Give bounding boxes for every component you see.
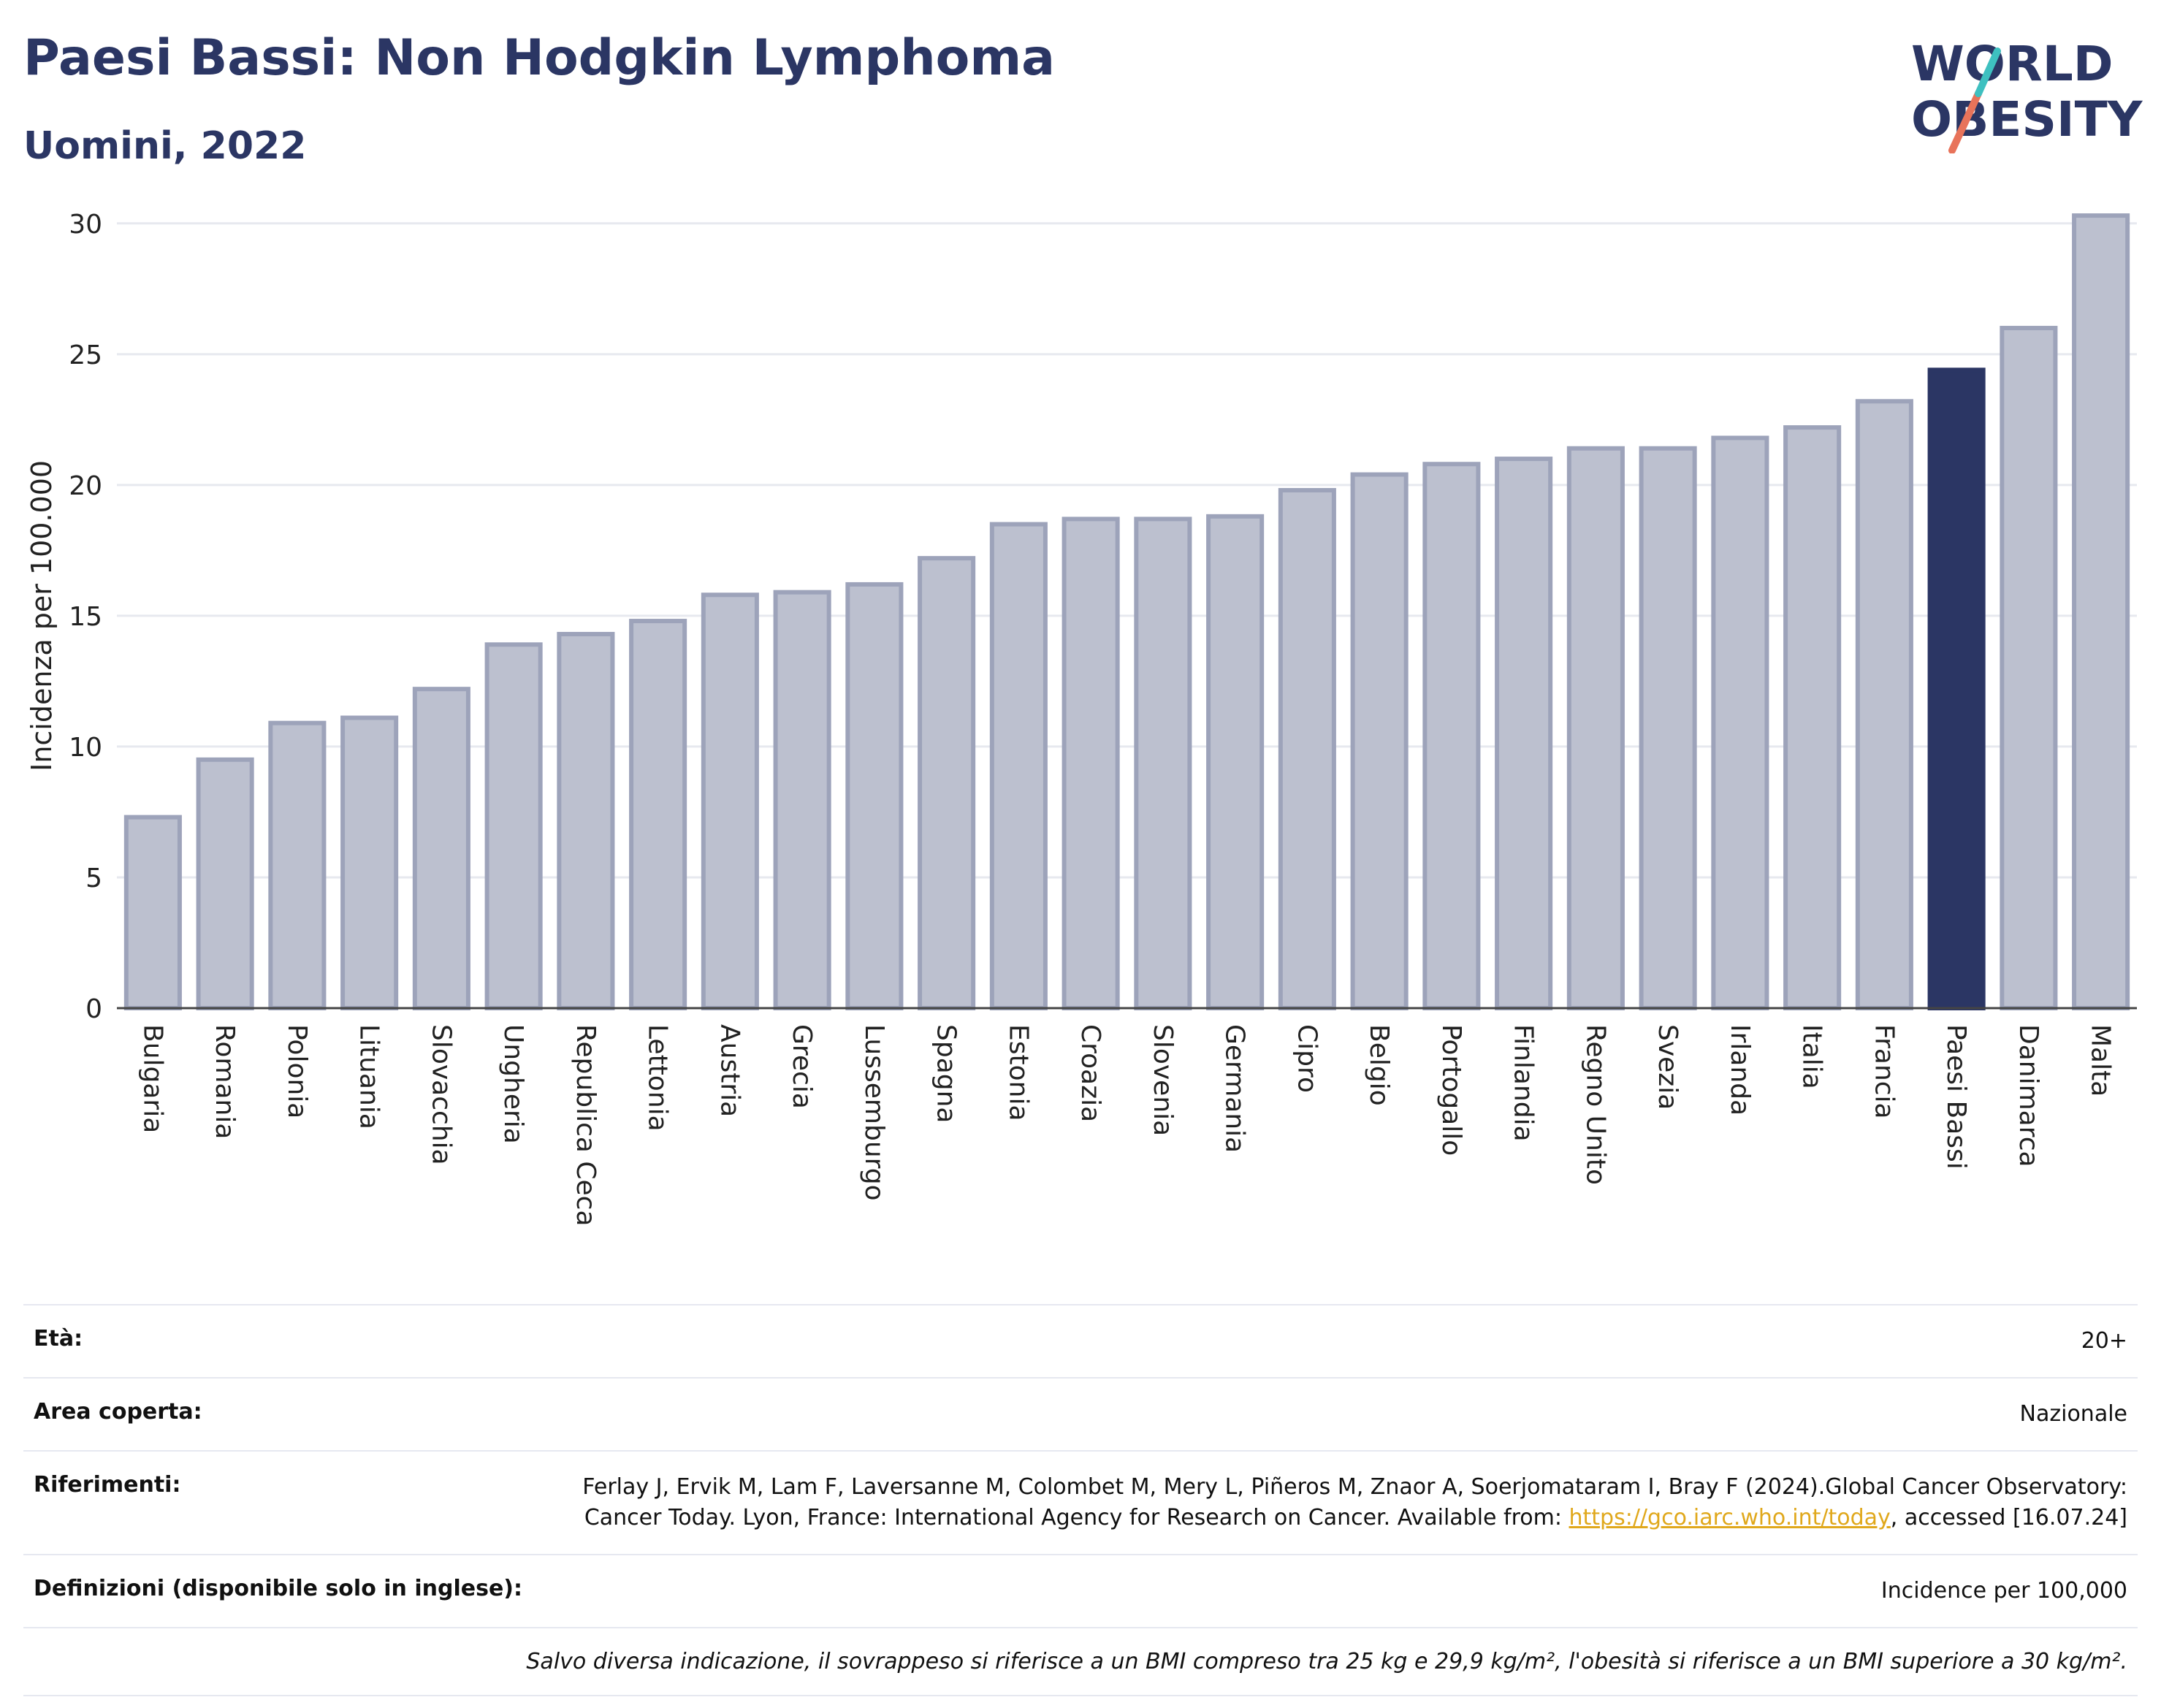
bar-polonia [268, 720, 327, 1010]
chart-subtitle: Uomini, 2022 [23, 124, 307, 168]
area-label: Area coperta: [23, 1377, 533, 1451]
x-tick-label: Svezia [1653, 1024, 1682, 1110]
references-value: Ferlay J, Ervik M, Lam F, Laversanne M, … [533, 1450, 2138, 1555]
x-tick-label: Finlandia [1509, 1024, 1539, 1142]
y-tick-label: 30 [69, 210, 102, 240]
y-tick-label: 20 [69, 471, 102, 501]
x-tick-label: Spagna [931, 1024, 961, 1124]
bar-slovenia [1134, 516, 1192, 1010]
footnote: Salvo diversa indicazione, il sovrappeso… [23, 1627, 2138, 1696]
bar-chart: 0 5 10 15 20 25 30 Bulgaria Romania Polonia Litua… [26, 210, 2137, 1227]
metadata-table: Età: 20+ Area coperta: Nazionale Riferim… [23, 1304, 2138, 1696]
bar-croazia [1062, 516, 1120, 1010]
definitions-value: Incidence per 100,000 [533, 1554, 2138, 1628]
bar-svezia [1639, 446, 1697, 1010]
logo-slash-teal [1975, 47, 2001, 97]
x-tick-label: Cipro [1292, 1024, 1322, 1093]
area-value: Nazionale [533, 1377, 2138, 1451]
meta-row-definitions: Definizioni (disponibile solo in inglese… [23, 1554, 2138, 1628]
x-tick-label: Malta [2086, 1024, 2116, 1097]
x-tick-label: Lituania [354, 1024, 384, 1129]
bar-portogallo [1422, 462, 1481, 1010]
x-tick-label: Lussemburgo [859, 1024, 889, 1201]
meta-row-area: Area coperta: Nazionale [23, 1377, 2138, 1451]
bar-francia [1855, 399, 1913, 1010]
bar-italia [1783, 425, 1842, 1010]
bar-slovacchia [412, 687, 470, 1011]
bar-malta [2072, 213, 2130, 1010]
bar-spagna [918, 556, 976, 1010]
bars [123, 213, 2130, 1011]
bar-bulgaria [123, 815, 182, 1010]
x-tick-label: Slovenia [1148, 1024, 1178, 1136]
x-tick-label: Romania [210, 1024, 240, 1139]
logo-line2: OBESITY [1911, 91, 2143, 148]
x-tick-label: Austria [714, 1024, 744, 1117]
x-axis-labels: Bulgaria Romania Polonia Lituania Slovacchia… [137, 1024, 2115, 1227]
bar-republica-ceca [557, 631, 615, 1010]
bar-finlandia [1495, 457, 1553, 1010]
y-axis-ticks: 0 5 10 15 20 25 30 [69, 210, 102, 1024]
x-tick-label: Grecia [787, 1024, 817, 1109]
world-obesity-logo: WORLD OBESITY [1911, 36, 2143, 153]
bar-ungheria [484, 642, 543, 1011]
x-tick-label: Slovacchia [426, 1024, 456, 1165]
references-label: Riferimenti: [23, 1450, 533, 1555]
y-tick-label: 10 [69, 733, 102, 763]
y-axis-label: Incidenza per 100.000 [26, 460, 58, 771]
references-accessed: , accessed [16.07.24] [1890, 1505, 2127, 1530]
bar-germania [1206, 514, 1265, 1011]
logo-slash-coral [1948, 90, 1982, 153]
x-tick-label: Portogallo [1436, 1024, 1466, 1156]
x-tick-label: Francia [1869, 1024, 1899, 1119]
meta-row-references: Riferimenti: Ferlay J, Ervik M, Lam F, L… [23, 1450, 2138, 1555]
references-text: Ferlay J, Ervik M, Lam F, Laversanne M, … [582, 1474, 2127, 1530]
bar-belgio [1350, 472, 1409, 1010]
logo-line1: WORLD [1911, 36, 2114, 92]
x-tick-label: Bulgaria [137, 1024, 167, 1133]
bar-austria [701, 592, 759, 1010]
age-label: Età: [23, 1304, 533, 1378]
x-tick-label: Croazia [1075, 1024, 1105, 1122]
references-link[interactable]: https://gco.iarc.who.int/today [1569, 1505, 1891, 1530]
bar-paesi-bassi [1927, 367, 1986, 1010]
x-tick-label: Belgio [1364, 1024, 1394, 1106]
bar-grecia [773, 590, 831, 1010]
bar-romania [196, 757, 254, 1010]
bar-cipro [1278, 488, 1336, 1010]
bar-estonia [989, 522, 1048, 1011]
x-tick-label: Italia [1797, 1024, 1827, 1089]
x-tick-label: Polonia [282, 1024, 312, 1118]
y-tick-label: 25 [69, 340, 102, 370]
x-tick-label: Irlanda [1725, 1024, 1755, 1116]
x-tick-label: Germania [1220, 1024, 1250, 1153]
meta-row-age: Età: 20+ [23, 1304, 2138, 1378]
y-tick-label: 15 [69, 602, 102, 632]
x-tick-label: Lettonia [643, 1024, 673, 1132]
x-tick-label: Paesi Bassi [1941, 1024, 1971, 1170]
chart-title: Paesi Bassi: Non Hodgkin Lymphoma [23, 29, 1056, 87]
bar-danimarca [2000, 326, 2058, 1010]
y-tick-label: 5 [85, 863, 102, 893]
bar-lituania [340, 715, 399, 1010]
x-tick-label: Regno Unito [1580, 1024, 1610, 1185]
definitions-label: Definizioni (disponibile solo in inglese… [23, 1554, 533, 1628]
y-tick-label: 0 [85, 994, 102, 1024]
meta-row-note: Salvo diversa indicazione, il sovrappeso… [23, 1627, 2138, 1696]
x-tick-label: Republica Ceca [571, 1024, 601, 1227]
bar-lettonia [629, 619, 687, 1010]
x-tick-label: Estonia [1003, 1024, 1033, 1121]
bar-lussemburgo [845, 582, 904, 1010]
bar-irlanda [1711, 435, 1769, 1010]
x-tick-label: Danimarca [2013, 1024, 2043, 1167]
age-value: 20+ [533, 1304, 2138, 1378]
bar-regno-unito [1566, 446, 1625, 1010]
x-tick-label: Ungheria [498, 1024, 528, 1144]
